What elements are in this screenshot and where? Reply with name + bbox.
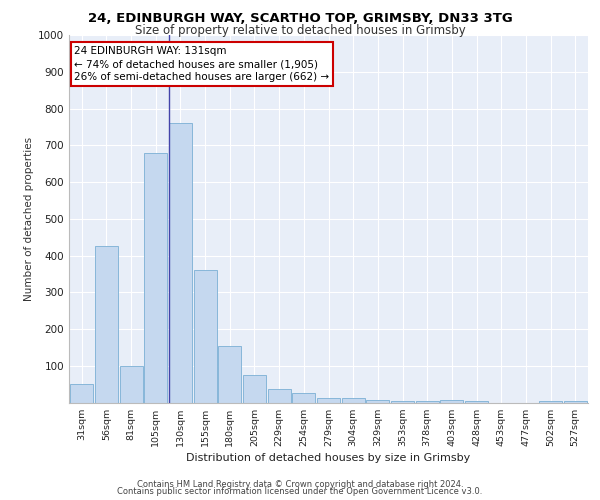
Text: Contains HM Land Registry data © Crown copyright and database right 2024.: Contains HM Land Registry data © Crown c… <box>137 480 463 489</box>
Bar <box>218 346 241 403</box>
Bar <box>95 246 118 402</box>
Y-axis label: Number of detached properties: Number of detached properties <box>24 136 34 301</box>
Text: 24, EDINBURGH WAY, SCARTHO TOP, GRIMSBY, DN33 3TG: 24, EDINBURGH WAY, SCARTHO TOP, GRIMSBY,… <box>88 12 512 26</box>
Text: 24 EDINBURGH WAY: 131sqm
← 74% of detached houses are smaller (1,905)
26% of sem: 24 EDINBURGH WAY: 131sqm ← 74% of detach… <box>74 46 329 82</box>
Bar <box>465 400 488 402</box>
Bar <box>539 400 562 402</box>
Bar <box>564 400 587 402</box>
Bar <box>268 388 290 402</box>
Text: Size of property relative to detached houses in Grimsby: Size of property relative to detached ho… <box>134 24 466 37</box>
Bar <box>317 398 340 402</box>
Bar <box>391 400 414 402</box>
Bar <box>169 123 192 402</box>
Bar <box>440 400 463 402</box>
Bar <box>70 384 93 402</box>
Bar <box>243 375 266 402</box>
Bar <box>292 394 315 402</box>
X-axis label: Distribution of detached houses by size in Grimsby: Distribution of detached houses by size … <box>187 453 470 463</box>
Bar <box>194 270 217 402</box>
Bar <box>342 398 365 402</box>
Bar <box>120 366 143 403</box>
Bar <box>367 400 389 402</box>
Text: Contains public sector information licensed under the Open Government Licence v3: Contains public sector information licen… <box>118 487 482 496</box>
Bar <box>145 152 167 402</box>
Bar <box>416 400 439 402</box>
